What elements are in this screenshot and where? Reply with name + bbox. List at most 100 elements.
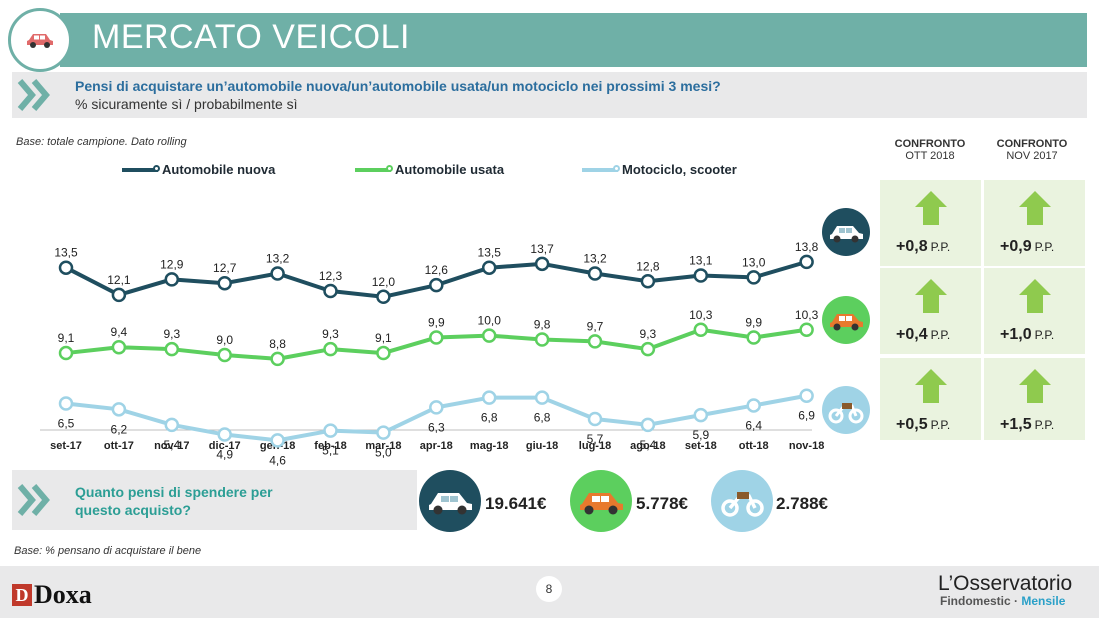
data-point <box>640 417 656 433</box>
data-label: 13,7 <box>530 242 554 256</box>
data-label: 6,2 <box>111 422 128 436</box>
x-tick-label: mar-18 <box>365 440 401 452</box>
comparison-value: +0,4 P.P. <box>896 326 950 344</box>
comparison-number: +0,8 <box>896 238 928 255</box>
data-point <box>693 268 709 283</box>
car-icon <box>830 314 863 331</box>
x-tick-label: lug-18 <box>579 440 611 452</box>
data-point <box>429 277 444 293</box>
arrow-up-icon <box>915 191 947 225</box>
data-point <box>164 341 180 357</box>
data-label: 9,3 <box>322 327 339 341</box>
data-label: 13,2 <box>266 252 290 266</box>
base-note-bottom: Base: % pensano di acquistare il bene <box>14 545 202 557</box>
question-subtext: % sicuramente sì / probabilmente sì <box>75 96 298 112</box>
brand-subtitle: Findomestic · Mensile <box>940 594 1065 608</box>
motorbike-icon <box>721 492 764 517</box>
comparison-header-nov: CONFRONTO NOV 2017 <box>982 138 1082 162</box>
spend-motorbike-badge <box>711 470 773 532</box>
brand-mensile: Mensile <box>1021 594 1066 608</box>
comparison-number: +0,4 <box>896 326 928 343</box>
legend-label-nuova: Automobile nuova <box>162 162 276 177</box>
data-label: 9,9 <box>428 316 445 330</box>
x-tick-label: ott-17 <box>104 440 134 452</box>
data-point <box>799 322 814 338</box>
arrow-up-icon <box>1019 191 1051 225</box>
comparison-number: +0,5 <box>896 416 928 433</box>
data-label: 12,1 <box>107 273 131 287</box>
data-point <box>799 254 814 270</box>
data-point <box>534 390 550 405</box>
spend-car-new-badge <box>419 470 481 532</box>
page-title: MERCATO VEICOLI <box>92 18 410 56</box>
x-tick-label: apr-18 <box>420 440 453 452</box>
x-tick-label: set-17 <box>50 440 82 452</box>
legend-item-nuova: Automobile nuova <box>122 162 275 177</box>
arrow-up-icon <box>1019 369 1051 403</box>
doxa-logo: D Doxa <box>12 580 92 610</box>
spend-band <box>12 470 417 530</box>
data-point <box>217 347 232 363</box>
data-label: 13,5 <box>478 246 502 260</box>
data-point <box>376 425 391 440</box>
data-label: 13,2 <box>583 252 607 266</box>
data-point <box>429 330 444 345</box>
legend-item-usata: Automobile usata <box>355 162 504 177</box>
data-label: 9,0 <box>216 333 233 347</box>
data-label: 9,7 <box>587 319 604 333</box>
data-label: 9,1 <box>375 331 392 345</box>
x-tick-label: nov-17 <box>154 440 189 452</box>
data-point <box>111 402 127 417</box>
brand-title: L’Osservatorio <box>938 572 1073 595</box>
data-label: 12,3 <box>319 269 343 283</box>
data-point <box>587 334 603 349</box>
comparison-header-ott: CONFRONTO OTT 2018 <box>880 138 980 162</box>
data-label: 6,8 <box>481 411 498 425</box>
comparison-cell <box>880 180 981 266</box>
comparison-number: +1,5 <box>1000 416 1032 433</box>
data-label: 5,7 <box>587 432 604 446</box>
motorbike-icon <box>828 403 864 424</box>
data-point <box>746 398 761 413</box>
comparison-cell <box>880 358 981 440</box>
data-point <box>164 417 180 433</box>
car-used-badge <box>822 296 870 344</box>
comparison-number: +1,0 <box>1000 326 1032 343</box>
comparison-cell <box>984 180 1085 266</box>
data-point <box>693 407 709 423</box>
line-chart: set-17ott-17nov-17dic-17gen-18feb-18mar-… <box>40 240 824 467</box>
data-point <box>270 266 285 281</box>
data-label: 5,9 <box>692 428 709 442</box>
data-point <box>481 260 497 275</box>
legend-swatch-moto <box>582 164 620 172</box>
data-label: 5,4 <box>163 438 180 452</box>
data-point <box>587 266 603 281</box>
data-label: 6,5 <box>58 417 75 431</box>
brand-separator: · <box>1010 594 1022 608</box>
data-point <box>323 341 338 357</box>
data-point <box>217 275 232 291</box>
legend-item-moto: Motociclo, scooter <box>582 162 737 177</box>
arrow-up-icon <box>915 279 947 313</box>
x-tick-label: mag-18 <box>470 440 509 452</box>
x-tick-label: feb-18 <box>314 440 346 452</box>
comparison-cell <box>984 268 1085 354</box>
comparison-header-title: CONFRONTO <box>996 138 1068 150</box>
data-point <box>746 330 761 345</box>
data-point <box>217 427 232 442</box>
data-label: 12,8 <box>636 259 660 273</box>
spend-question: Quanto pensi di spendere per questo acqu… <box>75 484 273 518</box>
car-icon <box>580 493 623 515</box>
comparison-cell <box>880 268 981 354</box>
comparison-unit: P.P. <box>930 240 951 254</box>
data-label: 6,3 <box>428 420 445 434</box>
data-point <box>164 272 180 287</box>
spend-car-used-badge <box>570 470 632 532</box>
data-label: 6,4 <box>745 418 762 432</box>
comparison-unit: P.P. <box>1034 418 1055 432</box>
data-label: 13,1 <box>689 253 713 267</box>
legend-label-usata: Automobile usata <box>395 162 505 177</box>
data-point <box>693 322 709 338</box>
data-point <box>323 283 338 299</box>
data-point <box>481 328 497 343</box>
